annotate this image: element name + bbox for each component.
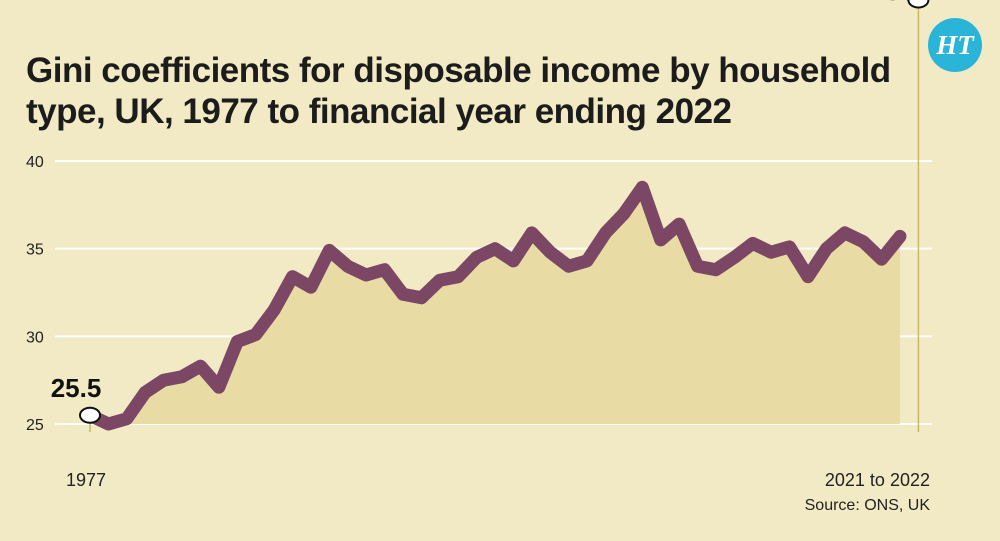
- y-tick-label: 40: [26, 154, 44, 171]
- y-tick-label: 30: [26, 329, 44, 346]
- data-label: 25.5: [51, 373, 102, 403]
- data-point-marker: [79, 406, 101, 424]
- y-tick-label: 35: [26, 242, 44, 259]
- data-point-marker: [907, 0, 930, 9]
- x-label-end: 2021 to 2022: [825, 470, 930, 490]
- x-label-start: 1977: [66, 470, 106, 490]
- series-line: [83, 180, 907, 431]
- logo-text: HT: [936, 29, 974, 60]
- chart-title: Gini coefficients for disposable income …: [26, 51, 891, 131]
- marker-layer: 25.5 35.7: [51, 0, 937, 424]
- source-note: Source: ONS, UK: [804, 497, 930, 514]
- ht-logo: HT: [928, 18, 982, 72]
- x-tick-labels: 1977 2021 to 2022: [66, 470, 930, 490]
- data-label: 35.7: [886, 0, 937, 6]
- area-layer: [89, 0, 920, 432]
- y-tick-label: 25: [26, 417, 44, 434]
- line-layer: [83, 180, 907, 431]
- area-fill: [90, 187, 900, 424]
- y-tick-labels: 25 30 35 40: [26, 154, 44, 434]
